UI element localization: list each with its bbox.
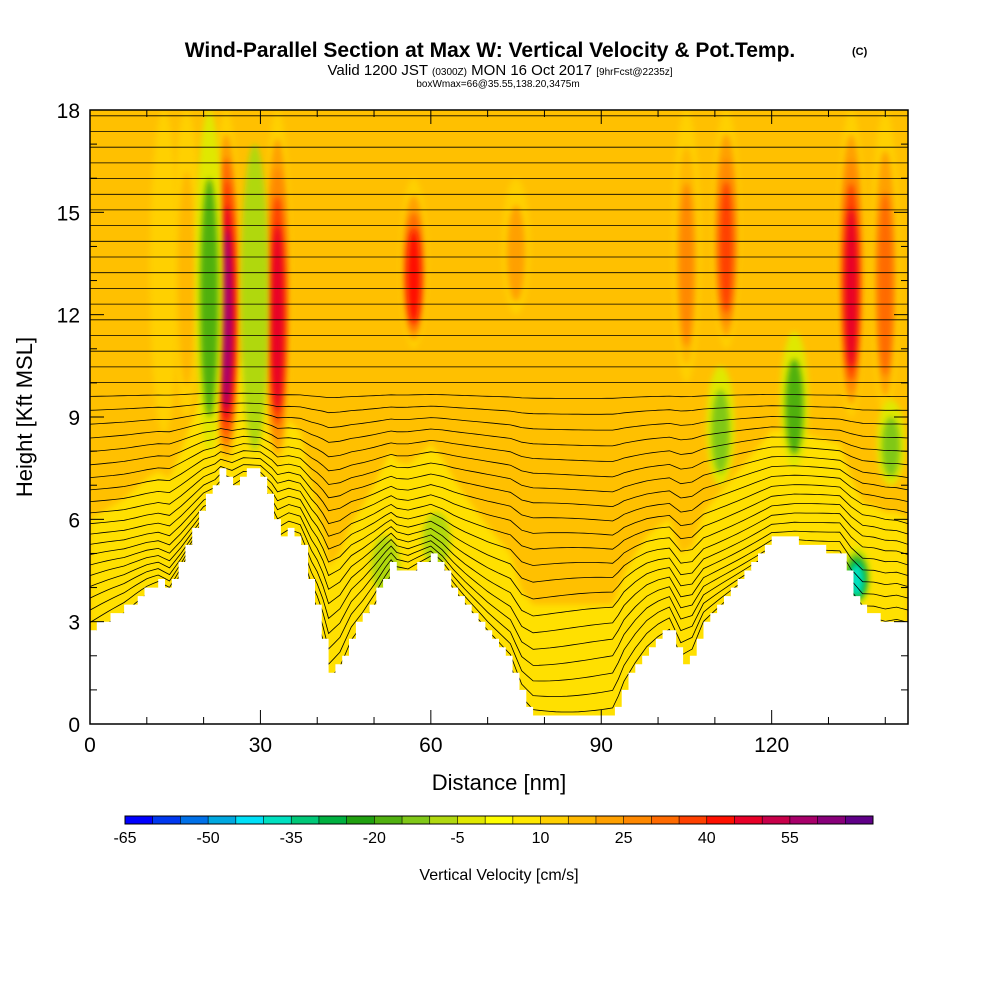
updraft-core-3-4: [271, 224, 284, 411]
colorbar-swatch: [845, 816, 874, 824]
colorbar-swatch: [623, 816, 652, 824]
y-tick-label: 0: [68, 714, 80, 737]
theta-contour-15: [90, 435, 908, 478]
colorbar-swatch: [402, 816, 431, 824]
colorbar-swatch: [457, 816, 486, 824]
plot-area: [90, 110, 908, 724]
y-axis-label: Height [Kft MSL]: [12, 337, 37, 497]
x-axis-label: Distance [nm]: [432, 770, 567, 795]
colorbar-swatch: [789, 816, 819, 824]
x-tick-label: 0: [84, 734, 96, 757]
theta-contour-14: [90, 443, 908, 493]
colorbar-tick-label: 25: [615, 830, 633, 847]
updraft-core-9-2: [877, 191, 893, 377]
colorbar-swatch: [762, 816, 791, 824]
y-tick-label: 18: [57, 100, 80, 123]
updraft-core-2-5: [220, 229, 232, 409]
colorbar-swatch: [706, 816, 735, 824]
colorbar-swatch: [346, 816, 375, 824]
colorbar-swatch: [651, 816, 680, 824]
downdraft-core-0-1: [200, 178, 219, 417]
y-tick-label: 15: [57, 202, 80, 225]
updraft-core-1-1: [177, 171, 196, 387]
colorbar-swatch: [595, 816, 625, 824]
chart-title-mark: (C): [852, 46, 868, 58]
colorbar: -65 -50 -35 -20 -5 10 25 40 55: [113, 815, 874, 847]
x-axis: 0 30 60 90 120: [84, 110, 886, 757]
updraft-core-5-1: [507, 205, 526, 302]
downdraft-core-1-0: [240, 144, 269, 452]
theta-contour-16: [90, 428, 908, 462]
colorbar-tick-label: -50: [197, 830, 220, 847]
x-tick-label: 30: [249, 734, 272, 757]
terrain: [90, 468, 908, 724]
theta-contour-13: [90, 450, 908, 508]
x-tick-label: 60: [419, 734, 442, 757]
x-tick-label: 120: [754, 734, 789, 757]
colorbar-swatch: [208, 816, 237, 824]
downdraft-core-7-1: [881, 417, 900, 477]
y-tick-label: 9: [68, 407, 80, 430]
y-tick-label: 3: [68, 612, 80, 635]
colorbar-tick-label: 10: [532, 830, 550, 847]
colorbar-swatch: [817, 816, 846, 824]
colorbar-tick-label: 55: [781, 830, 799, 847]
theta-contour-17: [90, 419, 908, 447]
y-tick-label: 6: [68, 509, 80, 532]
y-axis: 0 3 6 9 12 15 18: [57, 100, 908, 737]
colorbar-swatch: [429, 816, 458, 824]
colorbar-swatch: [235, 816, 265, 824]
updraft-core-6-2: [679, 182, 694, 347]
theta-contour-19: [90, 402, 908, 415]
updraft-core-0-0: [149, 110, 178, 435]
updraft-core-4-3: [407, 229, 421, 324]
x-tick-label: 90: [590, 734, 613, 757]
theta-contour-18: [90, 411, 908, 431]
colorbar-tick-label: -65: [113, 830, 136, 847]
colorbar-swatch: [180, 816, 209, 824]
colorbar-swatch: [318, 816, 348, 824]
colorbar-swatch: [540, 816, 569, 824]
colorbar-swatch: [679, 816, 708, 824]
y-tick-label: 12: [57, 305, 80, 328]
chart-title: Wind-Parallel Section at Max W: Vertical…: [185, 39, 796, 62]
colorbar-swatch: [485, 816, 514, 824]
downdraft-core-3-0: [422, 512, 451, 568]
colorbar-swatch: [125, 816, 154, 824]
colorbar-tick-label: -35: [280, 830, 303, 847]
colorbar-label: Vertical Velocity [cm/s]: [419, 867, 578, 884]
theta-contour-20: [90, 392, 908, 399]
box-info: boxWmax=66@35.55,138.20,3475m: [416, 79, 579, 90]
updraft-core-7-3: [719, 181, 733, 313]
colorbar-swatch: [152, 816, 181, 824]
colorbar-tick-label: -5: [450, 830, 464, 847]
colorbar-tick-label: -20: [363, 830, 386, 847]
colorbar-swatch: [734, 816, 763, 824]
colorbar-swatch: [263, 816, 292, 824]
colorbar-swatch: [512, 816, 542, 824]
colorbar-swatch: [291, 816, 320, 824]
downdraft-core-5-1: [785, 359, 804, 455]
downdraft-core-4-1: [711, 389, 730, 474]
colorbar-swatch: [374, 816, 403, 824]
theta-contour-12: [90, 457, 908, 522]
valid-time: Valid 1200 JST (0300Z) MON 16 Oct 2017 […: [327, 62, 672, 79]
colorbar-tick-label: 40: [698, 830, 716, 847]
colorbar-swatch: [568, 816, 597, 824]
